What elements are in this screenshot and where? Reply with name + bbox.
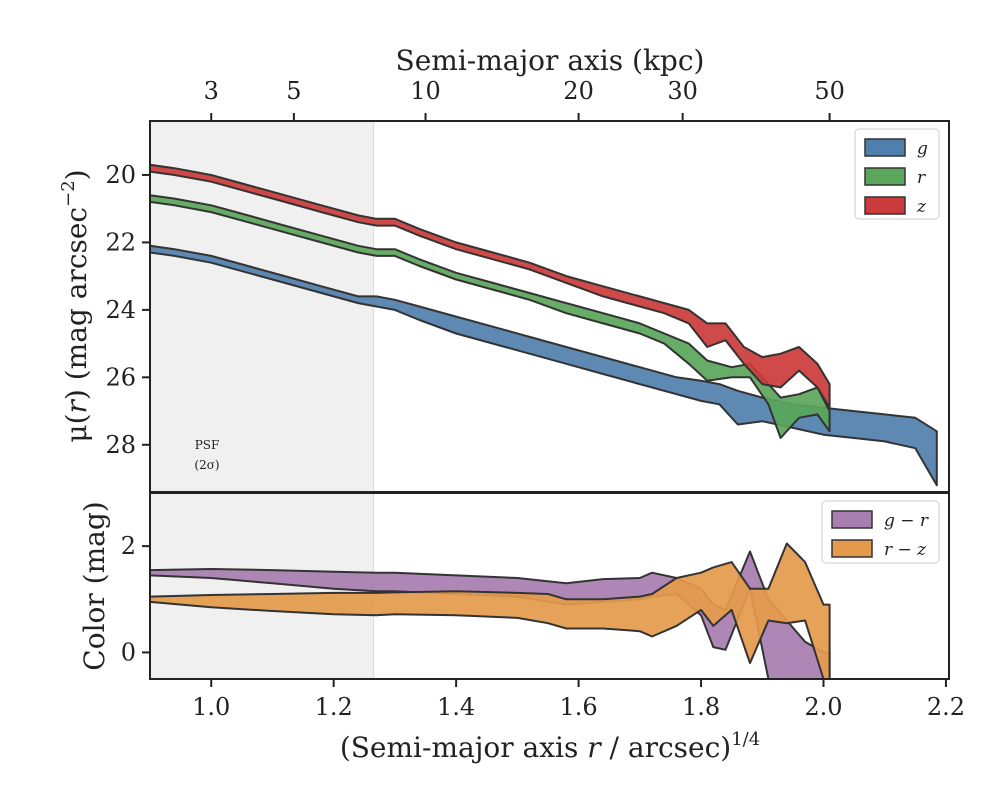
legend-swatch <box>864 196 906 215</box>
top-x-tick-label: 10 <box>410 77 441 105</box>
legend-swatch <box>864 167 906 186</box>
top-y-ticks: 20 22 24 26 28 <box>105 161 150 459</box>
bottom-panel: 02 1.0 1.2 1.4 1.6 1.8 2.0 2.2 Color (mag) (Se… <box>78 492 965 764</box>
x-tick-label: 1.8 <box>682 693 720 721</box>
top-x-tick-label: 50 <box>814 77 845 105</box>
y-tick-label: 24 <box>105 296 136 324</box>
legend-swatch <box>831 539 873 558</box>
legend-label: r <box>917 168 926 188</box>
y-tick-label: 28 <box>105 431 136 459</box>
legend-swatch <box>831 510 873 529</box>
top-x-tick-label: 5 <box>286 77 301 105</box>
band-surface-brightness-0 <box>149 244 938 487</box>
bottom-x-axis-label: (Semi-major axis r / arcsec)1/4 <box>340 729 760 764</box>
psf-label-line1: PSF <box>195 438 220 452</box>
x-tick-label: 2.0 <box>804 693 842 721</box>
top-y-axis-label: μ(r) (mag arcsec−2) <box>58 169 93 442</box>
x-tick-label: 1.2 <box>315 693 353 721</box>
band-surface-brightness-1 <box>149 194 831 439</box>
top-x-tick-label: 20 <box>563 77 594 105</box>
legend-label: g − r <box>884 511 929 531</box>
top-x-tick-label: 30 <box>667 77 698 105</box>
legend-swatch <box>864 138 906 157</box>
psf-label-line2: (2σ) <box>194 458 219 472</box>
xlabel-tail: / arcsec) <box>601 731 732 764</box>
xlabel-sup: 1/4 <box>731 729 760 750</box>
band-surface-brightness-2 <box>149 163 831 409</box>
x-tick-label: 2.2 <box>927 693 965 721</box>
y-tick-label: 22 <box>105 228 136 256</box>
legend-label: g <box>917 139 928 159</box>
bottom-axes-frame <box>149 492 950 680</box>
ylabel-pre: μ( <box>60 413 93 442</box>
psf-shade-top <box>149 120 374 493</box>
bottom-y-ticks: 02 <box>121 532 150 666</box>
top-legend: grz <box>854 128 940 220</box>
legend-label: r − z <box>884 540 927 560</box>
ylabel-sup: −2 <box>58 180 79 207</box>
top-x-tick-label: 3 <box>204 77 219 105</box>
ylabel-var: r <box>60 398 93 413</box>
bottom-x-ticks: 1.0 1.2 1.4 1.6 1.8 2.0 2.2 <box>192 679 965 721</box>
y-tick-label: 0 <box>121 638 136 666</box>
xlabel-main: (Semi-major axis <box>340 731 587 764</box>
bottom-legend: g − r r − z <box>821 500 940 564</box>
ylabel-post: ) (mag arcsec <box>60 207 93 400</box>
bottom-y-axis-label: Color (mag) <box>78 501 111 670</box>
y-tick-label: 2 <box>121 532 136 560</box>
x-tick-label: 1.6 <box>559 693 597 721</box>
ylabel-end: ) <box>60 169 93 180</box>
x-tick-label: 1.4 <box>437 693 475 721</box>
xlabel-var: r <box>587 731 602 764</box>
top-panel: PSF (2σ) 20 22 24 26 28 3 5 10 20 30 50 Semi-majo… <box>58 44 950 493</box>
top-x-ticks: 3 5 10 20 30 50 <box>204 77 845 121</box>
x-tick-label: 1.0 <box>192 693 230 721</box>
y-tick-label: 20 <box>105 161 136 189</box>
legend-label: z <box>916 197 927 217</box>
top-x-axis-label: Semi-major axis (kpc) <box>396 44 705 77</box>
y-tick-label: 26 <box>105 363 136 391</box>
